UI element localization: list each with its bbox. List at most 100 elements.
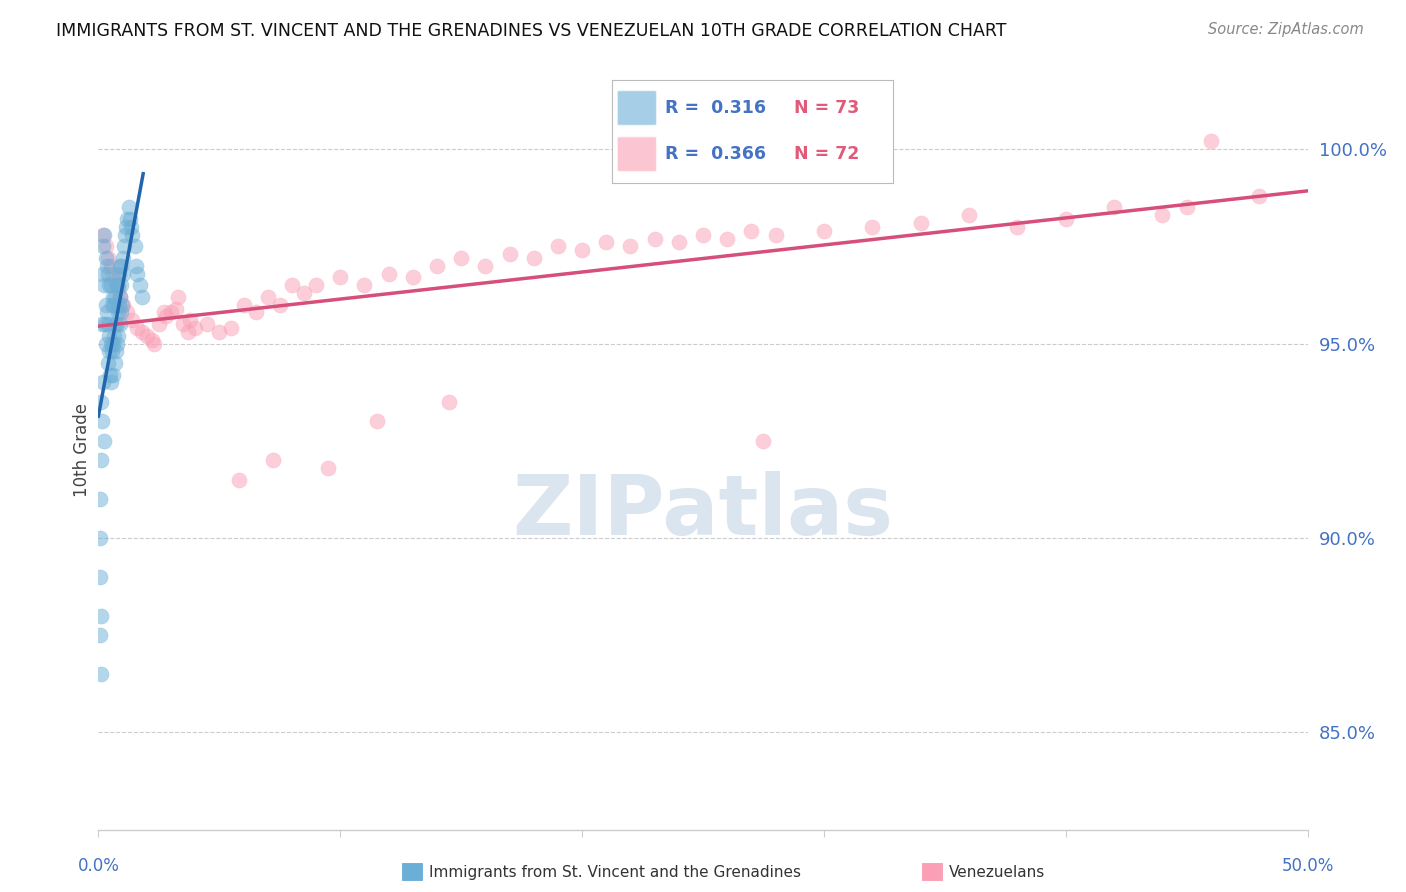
Point (141, 333, 163, 347)
Point (111, 298, 134, 312)
Point (97, 317, 120, 331)
Point (111, 267, 134, 281)
Point (94, 239, 117, 253)
Point (104, 274, 127, 288)
Point (155, 310, 177, 324)
Point (208, 325, 231, 339)
Point (232, 298, 254, 312)
Point (110, 278, 132, 293)
Point (377, 267, 399, 281)
Point (245, 305, 267, 319)
Point (426, 259, 449, 273)
Point (262, 453, 284, 467)
Point (523, 251, 546, 265)
Point (91, 414, 114, 428)
Point (692, 227, 714, 242)
Point (1054, 212, 1077, 227)
Point (437, 395, 460, 409)
Point (269, 298, 291, 312)
Point (716, 231, 738, 245)
Y-axis label: 10th Grade: 10th Grade (73, 403, 91, 498)
Text: R =  0.366: R = 0.366 (665, 145, 766, 163)
Point (184, 321, 207, 335)
Point (108, 290, 131, 304)
Point (107, 305, 129, 319)
Text: R =  0.316: R = 0.316 (665, 99, 766, 117)
Point (281, 278, 304, 293)
Point (316, 461, 339, 475)
Point (1102, 201, 1125, 215)
Point (103, 368, 125, 382)
Point (118, 212, 141, 227)
Point (104, 290, 127, 304)
Point (765, 227, 787, 242)
Point (96, 336, 118, 351)
Point (100, 298, 122, 312)
Point (127, 321, 149, 335)
Point (89, 570, 111, 584)
Point (860, 219, 883, 234)
Point (117, 305, 139, 319)
Point (668, 235, 690, 250)
Point (100, 259, 122, 273)
Point (108, 259, 131, 273)
Point (120, 219, 142, 234)
Point (101, 267, 124, 281)
Point (957, 208, 980, 222)
Point (94, 298, 117, 312)
Point (100, 344, 122, 359)
Point (105, 278, 128, 293)
Point (644, 231, 666, 245)
Point (619, 239, 641, 253)
Point (103, 328, 125, 343)
Point (111, 298, 134, 312)
Point (94, 317, 117, 331)
Point (177, 325, 200, 339)
Point (91, 227, 114, 242)
Point (98, 278, 121, 293)
Point (103, 298, 125, 312)
Point (571, 244, 593, 258)
Text: N = 73: N = 73 (794, 99, 859, 117)
Point (91, 376, 114, 390)
Point (97, 356, 120, 370)
Point (94, 251, 117, 265)
Point (98, 368, 121, 382)
Point (98, 328, 121, 343)
Point (1175, 201, 1198, 215)
Point (114, 227, 136, 242)
Point (96, 305, 118, 319)
Point (228, 473, 250, 487)
Point (115, 219, 138, 234)
Point (1007, 219, 1029, 234)
Point (124, 239, 146, 253)
Point (90, 453, 112, 467)
FancyBboxPatch shape (617, 91, 657, 126)
Point (366, 414, 388, 428)
Point (93, 434, 115, 448)
Point (353, 278, 375, 293)
Point (474, 259, 496, 273)
Point (292, 285, 315, 300)
Point (172, 317, 194, 331)
Text: ZIPatlas: ZIPatlas (513, 471, 893, 551)
Point (104, 344, 127, 359)
Point (131, 290, 153, 304)
Point (93, 227, 115, 242)
Point (752, 434, 775, 448)
Point (127, 267, 149, 281)
Point (131, 325, 153, 339)
Point (143, 336, 166, 351)
Point (179, 313, 201, 327)
Point (221, 321, 243, 335)
Point (89, 491, 111, 506)
Point (256, 290, 278, 304)
Point (100, 376, 122, 390)
Point (547, 239, 569, 253)
Point (910, 216, 932, 230)
Text: Venezuelans: Venezuelans (949, 865, 1045, 880)
Point (90, 667, 112, 681)
Point (93, 278, 115, 293)
Point (110, 259, 132, 273)
Text: N = 72: N = 72 (794, 145, 859, 163)
